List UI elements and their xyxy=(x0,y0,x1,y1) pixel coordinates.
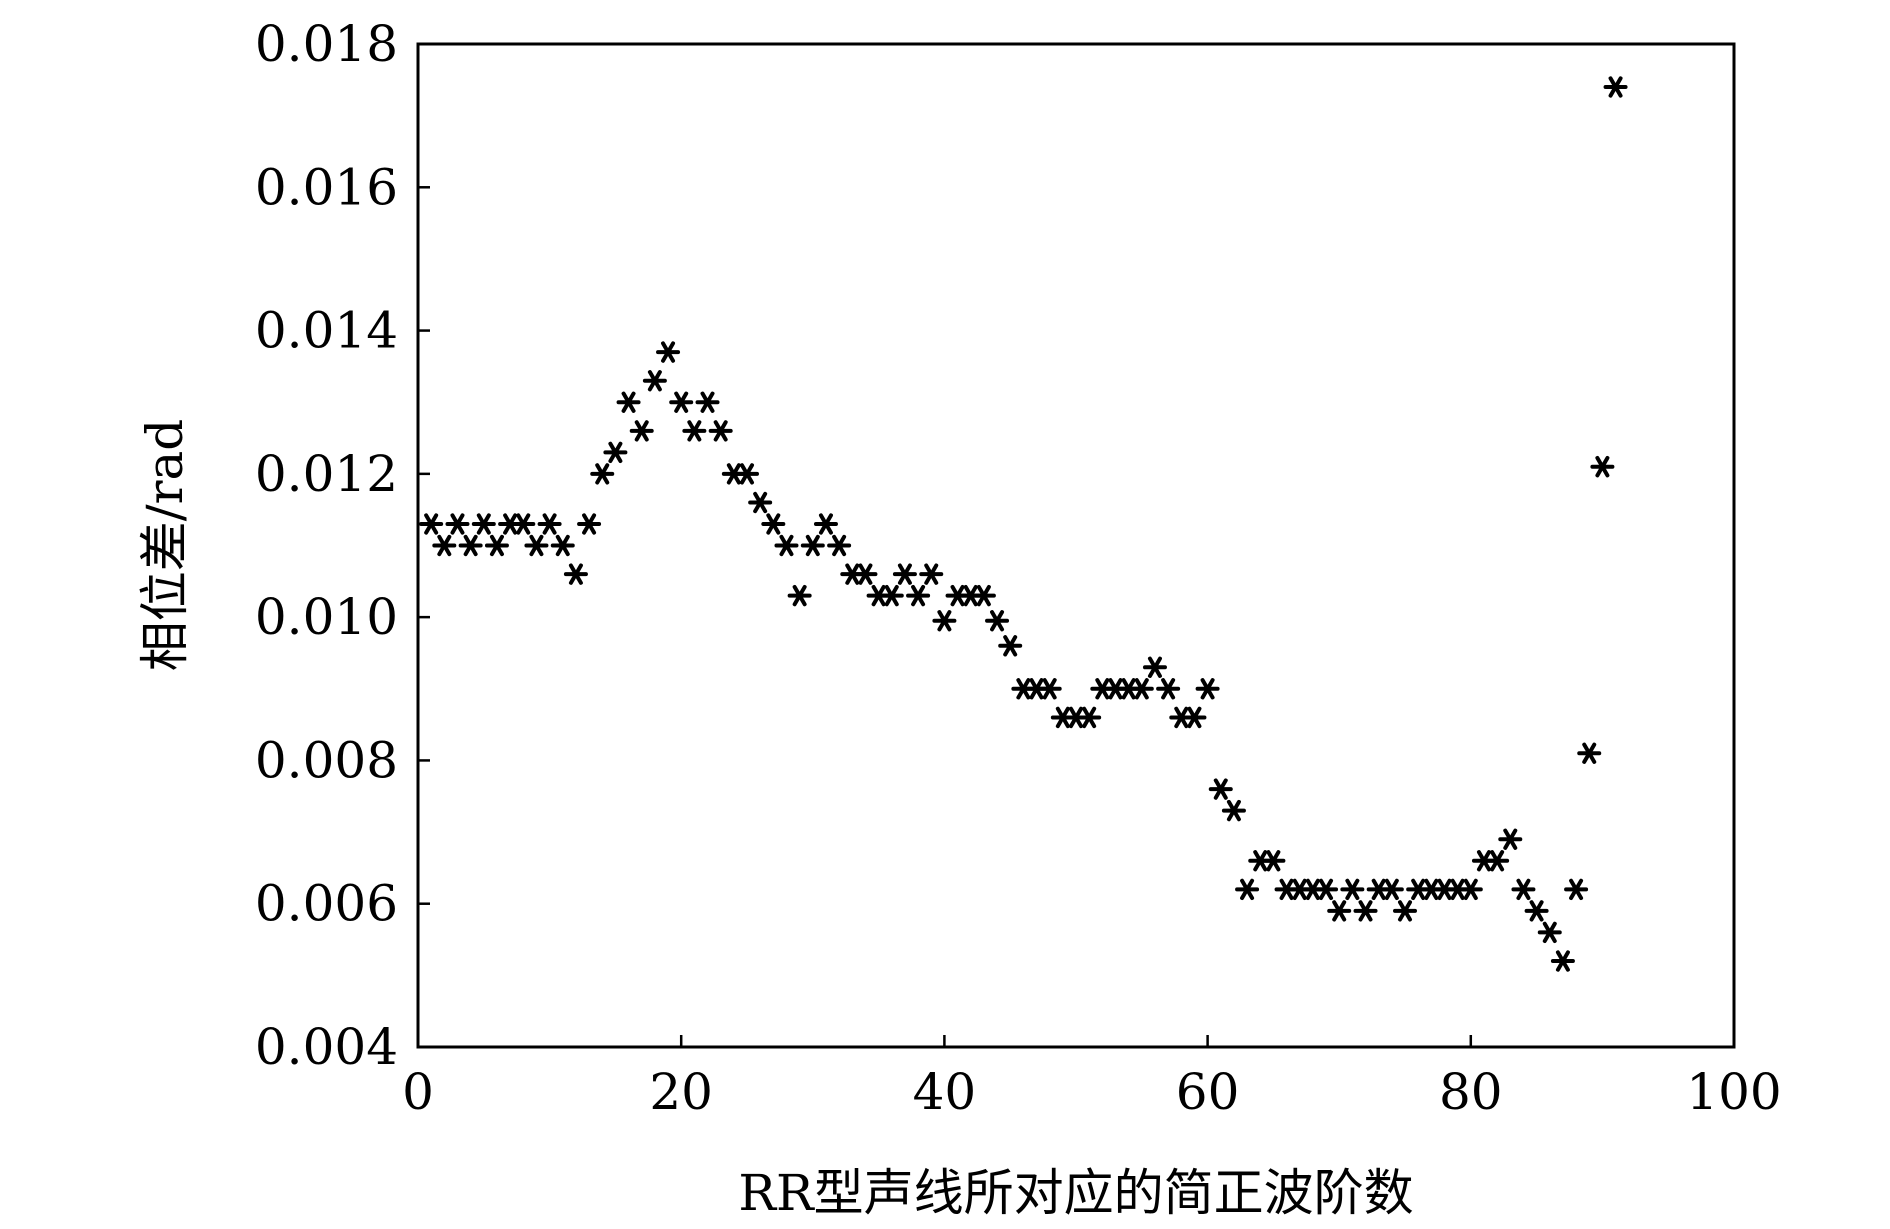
y-tick-label: 0.010 xyxy=(255,588,398,646)
data-point xyxy=(603,441,628,464)
x-tick-label: 0 xyxy=(402,1063,434,1121)
data-point xyxy=(1182,706,1207,729)
data-point xyxy=(1195,678,1220,700)
data-point xyxy=(1037,678,1062,700)
data-point xyxy=(682,420,707,442)
y-tick-label: 0.016 xyxy=(255,158,398,216)
data-point xyxy=(1550,950,1575,972)
data-point xyxy=(813,513,838,535)
x-tick-label: 60 xyxy=(1176,1063,1240,1121)
tick-labels: 0 20 40 60 80 100 0.004 0.006 0.008 0.010 0.012 0.0… xyxy=(255,15,1782,1121)
y-axis-title: 相位差/rad xyxy=(136,419,194,672)
x-tick-label: 20 xyxy=(649,1063,713,1121)
data-point xyxy=(1129,678,1154,700)
data-point xyxy=(524,534,549,557)
data-point xyxy=(471,513,496,535)
data-point xyxy=(853,563,878,585)
data-point xyxy=(445,513,470,535)
data-point xyxy=(458,534,483,557)
data-point xyxy=(748,491,773,514)
data-point xyxy=(774,534,799,557)
y-tick-label: 0.012 xyxy=(255,445,398,503)
data-point xyxy=(1314,878,1339,901)
data-point xyxy=(1590,456,1615,478)
data-point xyxy=(735,463,759,485)
data-point xyxy=(998,635,1023,657)
data-point xyxy=(629,420,654,442)
data-point xyxy=(708,420,733,442)
data-point xyxy=(1537,921,1562,944)
data-point xyxy=(669,391,694,413)
data-point xyxy=(1327,900,1352,922)
data-point xyxy=(800,534,825,557)
data-point xyxy=(919,563,944,585)
data-point xyxy=(827,534,852,557)
y-tick-label: 0.018 xyxy=(255,15,398,73)
data-point xyxy=(1458,878,1483,901)
data-point xyxy=(761,513,786,535)
data-point xyxy=(577,513,602,535)
x-tick-label: 100 xyxy=(1686,1063,1781,1121)
data-point xyxy=(656,341,681,363)
data-point xyxy=(932,610,957,632)
y-tick-label: 0.008 xyxy=(255,731,398,789)
x-axis-title: RR型声线所对应的简正波阶数 xyxy=(738,1164,1413,1222)
data-point xyxy=(1235,878,1260,901)
data-point xyxy=(1511,878,1536,901)
x-tick-label: 40 xyxy=(913,1063,977,1121)
data-point xyxy=(590,463,615,485)
data-point xyxy=(1524,900,1549,922)
data-point xyxy=(879,584,904,607)
data-point xyxy=(537,513,562,535)
data-point xyxy=(563,563,588,585)
data-point xyxy=(906,584,931,607)
data-point xyxy=(892,563,917,585)
data-point xyxy=(419,513,444,535)
data-point xyxy=(1379,878,1404,901)
data-point xyxy=(1577,742,1602,764)
data-point xyxy=(511,513,536,535)
y-tick-label: 0.004 xyxy=(255,1018,398,1076)
y-tick-label: 0.006 xyxy=(255,875,398,933)
y-tick-label: 0.014 xyxy=(255,302,398,360)
data-point xyxy=(1485,850,1510,872)
x-tick-label: 80 xyxy=(1439,1063,1503,1121)
data-point xyxy=(1340,878,1365,901)
data-point xyxy=(1156,678,1181,700)
data-point xyxy=(550,534,575,557)
data-point xyxy=(695,391,720,413)
data-point xyxy=(1393,900,1417,922)
data-point xyxy=(1498,828,1523,850)
data-point xyxy=(1353,900,1378,922)
data-point xyxy=(1221,799,1246,822)
data-point xyxy=(616,391,641,413)
data-point xyxy=(787,584,812,607)
data-point xyxy=(1208,778,1233,800)
data-point xyxy=(1603,76,1628,98)
plot-frame xyxy=(416,42,1736,1049)
data-point xyxy=(1142,656,1167,678)
data-point xyxy=(1564,878,1589,901)
axis-ticks xyxy=(416,42,1736,1049)
data-point xyxy=(971,584,996,607)
data-point xyxy=(985,610,1010,632)
data-points xyxy=(419,76,1628,972)
data-point xyxy=(1077,706,1102,729)
data-point xyxy=(484,534,509,557)
data-point xyxy=(1261,850,1286,872)
data-point xyxy=(432,534,457,557)
data-point xyxy=(642,370,667,392)
